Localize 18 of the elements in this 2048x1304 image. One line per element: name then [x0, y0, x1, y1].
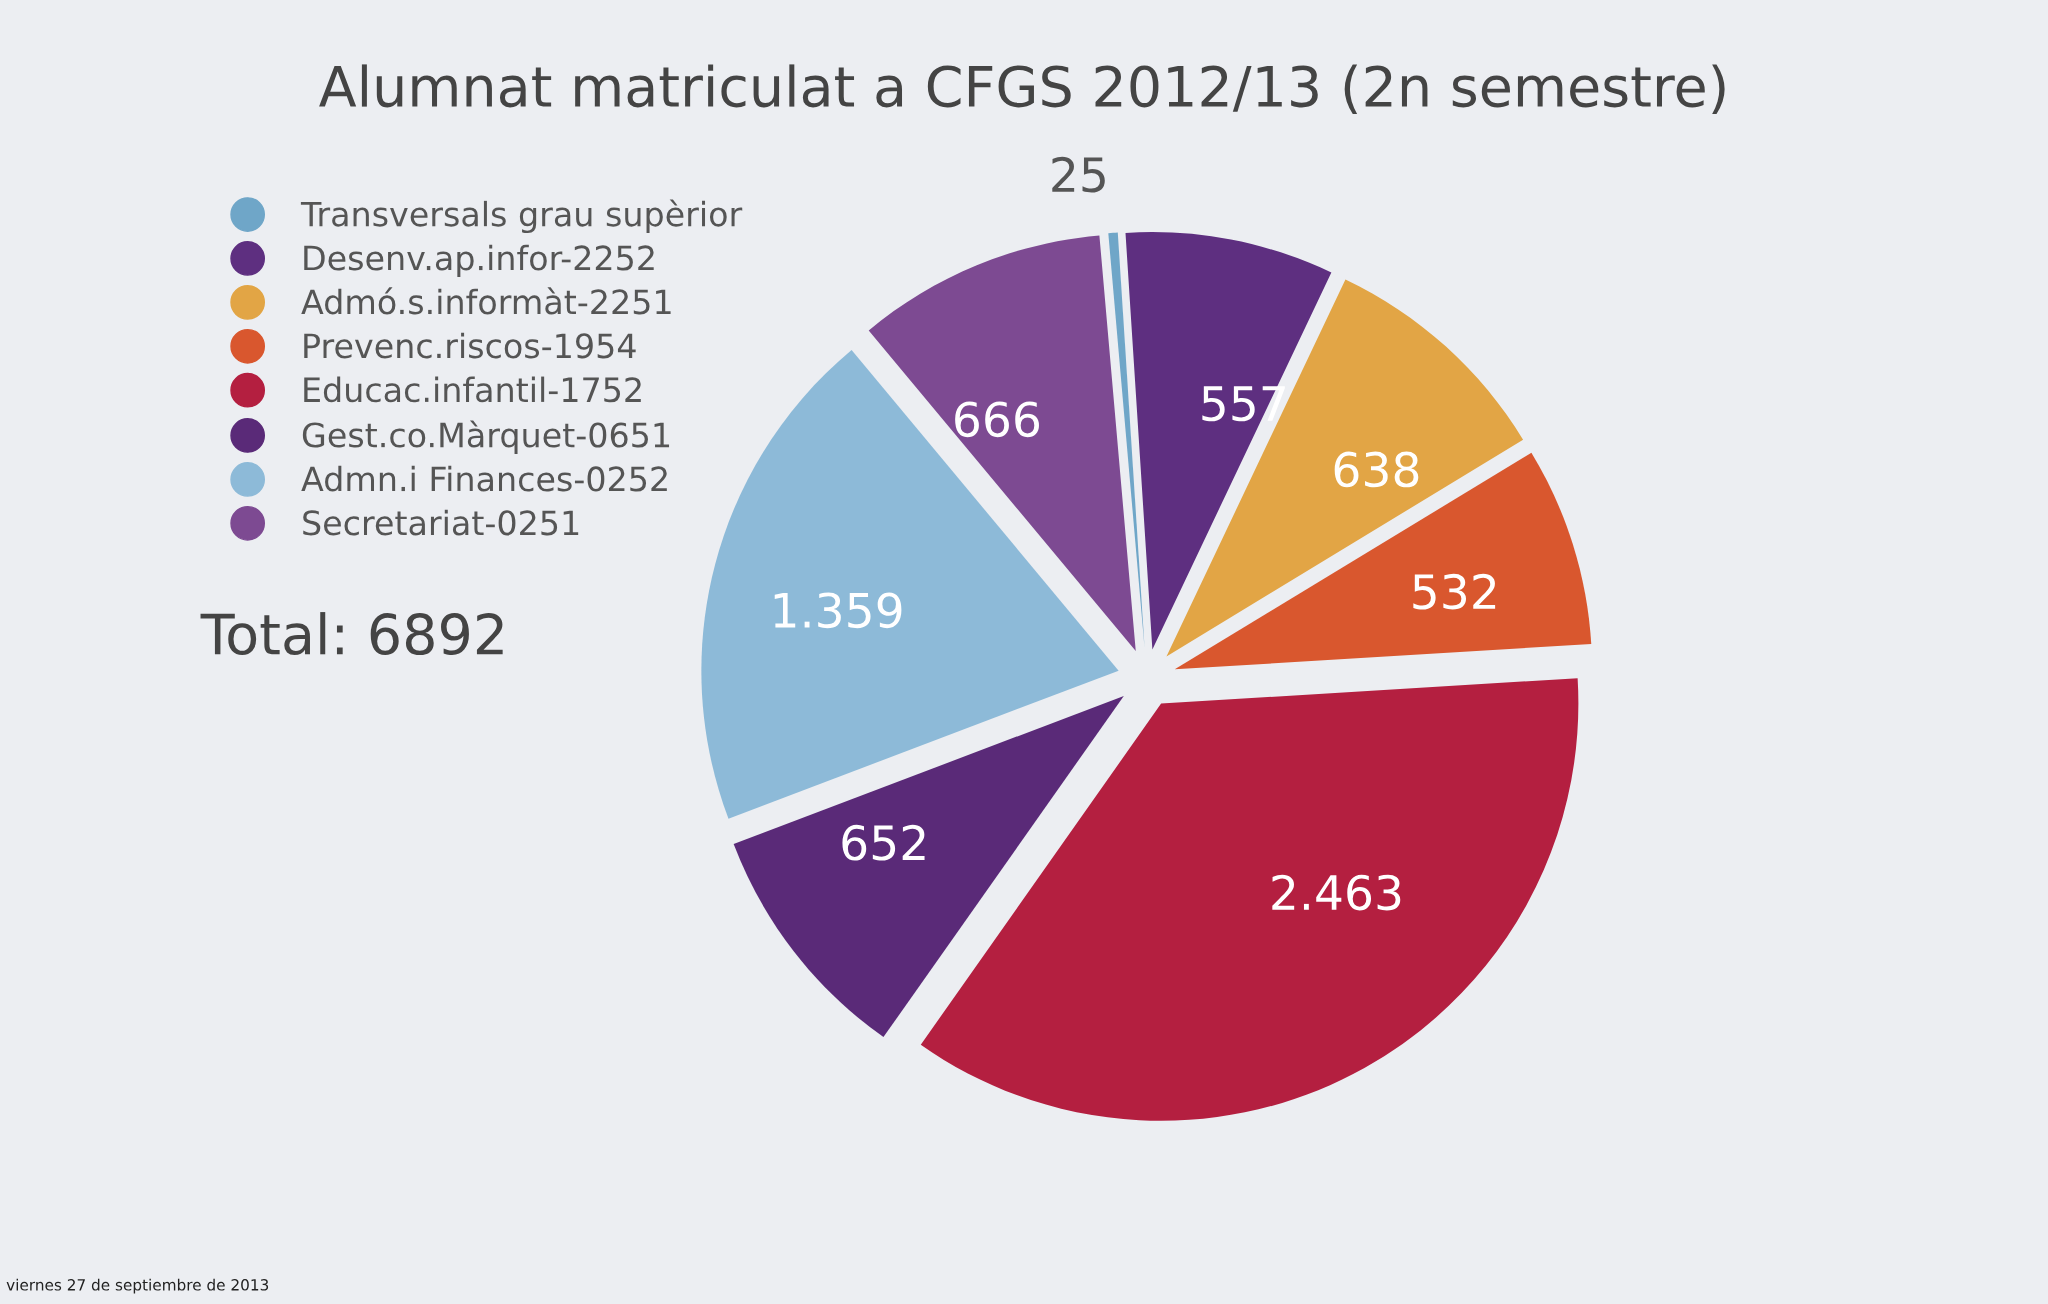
data-label: 25 — [1052, 156, 1105, 193]
legend-label: Secretariat-0251 — [303, 509, 579, 536]
data-label: 1.359 — [774, 592, 902, 629]
text: Total: 6892 — [200, 612, 503, 656]
legend-label: Admó.s.informàt-2251 — [301, 287, 671, 315]
data-label: 666 — [955, 401, 1039, 438]
data-label: 638 — [1334, 451, 1419, 488]
legend-label: Gest.co.Màrquet-0651 — [302, 420, 670, 455]
text: viernes 27 de septiembre de 2013 — [6, 1278, 269, 1294]
data-label: 2.463 — [1272, 874, 1401, 911]
legend-label: Transversals grau supèrior — [300, 199, 743, 234]
chart-title: Alumnat matriculat a CFGS 2012/13 (2n semestre) — [319, 64, 1725, 114]
data-label: 532 — [1413, 573, 1496, 610]
legend-label: Prevenc.riscos-1954 — [304, 332, 636, 359]
legend-label: Desenv.ap.infor-2252 — [304, 244, 654, 278]
data-label: 652 — [842, 824, 925, 861]
legend-label: Admn.i Finances-0252 — [301, 465, 667, 492]
legend-label: Educac.infantil-1752 — [304, 376, 641, 403]
